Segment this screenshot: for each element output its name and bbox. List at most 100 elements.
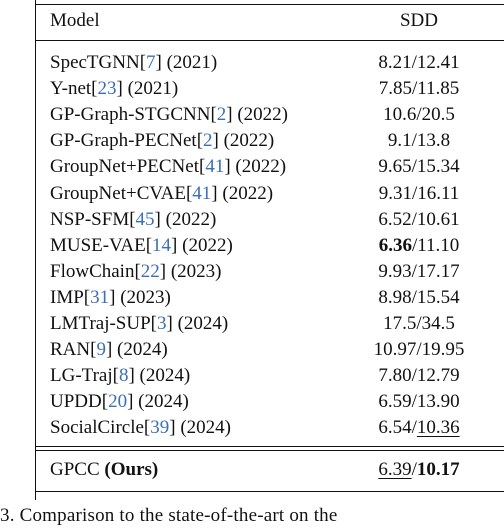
- row-model-name: FlowChain: [50, 260, 135, 282]
- row-sdd: 10.6/20.5: [383, 104, 455, 126]
- row-model: GP-Graph-PECNet[2] (2022): [50, 130, 275, 152]
- row-year: (2024): [117, 339, 168, 361]
- row-sdd: 9.1/13.8: [387, 130, 451, 152]
- table-row: GroupNet+CVAE[41] (2022) 9.31/16.11: [35, 182, 504, 206]
- row-ade: 6.36: [378, 234, 412, 256]
- row-sdd: 7.85/11.85: [378, 78, 460, 100]
- table-row: GroupNet+PECNet[41] (2022) 9.65/15.34: [35, 155, 504, 179]
- table-row: IMP[31] (2023) 8.98/15.54: [35, 286, 504, 310]
- citation-link[interactable]: 31: [90, 286, 110, 308]
- citation-link[interactable]: 39: [150, 417, 170, 439]
- table-row: GP-Graph-STGCNN[2] (2022) 10.6/20.5: [35, 103, 504, 127]
- top-rule: [35, 4, 504, 5]
- row-model-name: LG-Traj: [50, 365, 113, 387]
- ours-model: GPCC (Ours): [50, 458, 158, 482]
- table-row: UPDD[20] (2024) 6.59/13.90: [35, 390, 504, 414]
- row-ade: 7.80: [378, 365, 412, 387]
- row-ade: 9.1: [387, 130, 412, 152]
- row-sdd: 6.52/10.61: [378, 208, 460, 230]
- table-row: LG-Traj[8] (2024) 7.80/12.79: [35, 364, 504, 388]
- row-fde: 10.61: [416, 208, 460, 230]
- ours-name: GPCC: [50, 459, 100, 480]
- row-model: RAN[9] (2024): [50, 339, 168, 361]
- row-year: (2021): [166, 52, 218, 73]
- row-year: (2021): [127, 78, 179, 100]
- row-model-name: SocialCircle: [50, 417, 144, 439]
- table-row: SpecTGNN[7] (2021) 8.21/12.41: [35, 51, 504, 75]
- row-year: (2024): [138, 391, 189, 413]
- ours-tag: (Ours): [104, 459, 159, 480]
- row-model: SocialCircle[39] (2024): [50, 417, 231, 439]
- row-ade: 6.54: [378, 417, 412, 439]
- citation-link[interactable]: 2: [216, 104, 227, 126]
- citation-link[interactable]: 9: [96, 339, 106, 361]
- citation-link[interactable]: 14: [152, 234, 172, 256]
- row-fde: 16.11: [417, 182, 460, 204]
- citation-link[interactable]: 41: [192, 182, 212, 204]
- row-year: (2022): [235, 156, 287, 178]
- row-year: (2024): [180, 417, 231, 439]
- row-fde: 10.36: [416, 417, 460, 439]
- row-model-name: GroupNet+PECNet: [50, 156, 199, 178]
- citation-link[interactable]: 3: [157, 313, 167, 334]
- caption-text: 3. Comparison to the state-of-the-art on…: [0, 505, 338, 526]
- row-model: GroupNet+PECNet[41] (2022): [50, 156, 287, 178]
- row-model: IMP[31] (2023): [50, 286, 171, 308]
- citation-link[interactable]: 45: [135, 208, 155, 230]
- row-year: (2022): [237, 104, 288, 126]
- row-year: (2023): [120, 286, 171, 308]
- citation-link[interactable]: 22: [140, 260, 160, 282]
- header-row: Model SDD: [35, 9, 504, 33]
- row-model-name: GP-Graph-PECNet: [50, 130, 197, 152]
- row-model: NSP-SFM[45] (2022): [50, 208, 217, 230]
- row-ade: 9.65: [378, 156, 412, 178]
- row-ade: 9.31: [378, 182, 412, 204]
- citation-link[interactable]: 8: [118, 365, 129, 387]
- row-model-name: GP-Graph-STGCNN: [50, 104, 211, 126]
- row-fde: 13.90: [416, 391, 460, 413]
- row-year: (2023): [170, 260, 222, 282]
- row-sdd: 9.65/15.34: [378, 156, 460, 178]
- row-ade: 9.93: [378, 260, 412, 282]
- table-row: SocialCircle[39] (2024) 6.54/10.36: [35, 416, 504, 440]
- row-year: (2022): [222, 182, 274, 204]
- row-model-name: SpecTGNN: [50, 52, 140, 73]
- row-sdd: 17.5/34.5: [383, 313, 455, 334]
- row-fde: 13.8: [416, 130, 451, 152]
- row-model: FlowChain[22] (2023): [50, 260, 222, 282]
- row-fde: 15.34: [416, 156, 460, 178]
- row-fde: 12.79: [416, 365, 460, 387]
- row-model-name: Y-net: [50, 78, 92, 100]
- row-sdd: 6.36/11.10: [378, 234, 460, 256]
- row-model: MUSE-VAE[14] (2022): [50, 234, 233, 256]
- table-row: LMTraj-SUP[3] (2024) 17.5/34.5: [35, 312, 504, 336]
- mid-rule-1: [35, 446, 504, 447]
- row-model-name: GroupNet+CVAE: [50, 182, 186, 204]
- citation-link[interactable]: 20: [108, 391, 128, 413]
- row-ade: 7.85: [378, 78, 412, 100]
- row-fde: 11.10: [417, 234, 460, 256]
- row-fde: 20.5: [421, 104, 455, 126]
- citation-link[interactable]: 23: [97, 78, 117, 100]
- row-model-name: RAN: [50, 339, 91, 361]
- row-model: SpecTGNN[7] (2021): [50, 52, 218, 73]
- mid-rule-2: [35, 450, 504, 451]
- row-year: (2022): [165, 208, 217, 230]
- citation-link[interactable]: 2: [203, 130, 213, 152]
- row-sdd: 6.59/13.90: [378, 391, 460, 413]
- row-sdd: 9.31/16.11: [378, 182, 460, 204]
- header-sdd: SDD: [399, 10, 438, 31]
- row-fde: 12.41: [416, 52, 460, 73]
- row-model-name: LMTraj-SUP: [50, 313, 151, 334]
- table-row: RAN[9] (2024) 10.97/19.95: [35, 338, 504, 362]
- citation-link[interactable]: 41: [205, 156, 225, 178]
- row-fde: 11.85: [417, 78, 460, 100]
- row-fde: 34.5: [421, 313, 455, 334]
- row-ade: 8.98: [378, 286, 412, 308]
- row-year: (2022): [182, 234, 233, 256]
- row-year: (2024): [139, 365, 191, 387]
- table-row: MUSE-VAE[14] (2022) 6.36/11.10: [35, 234, 504, 258]
- citation-link[interactable]: 7: [146, 52, 156, 73]
- header-model: Model: [50, 10, 100, 31]
- row-model: GroupNet+CVAE[41] (2022): [50, 182, 274, 204]
